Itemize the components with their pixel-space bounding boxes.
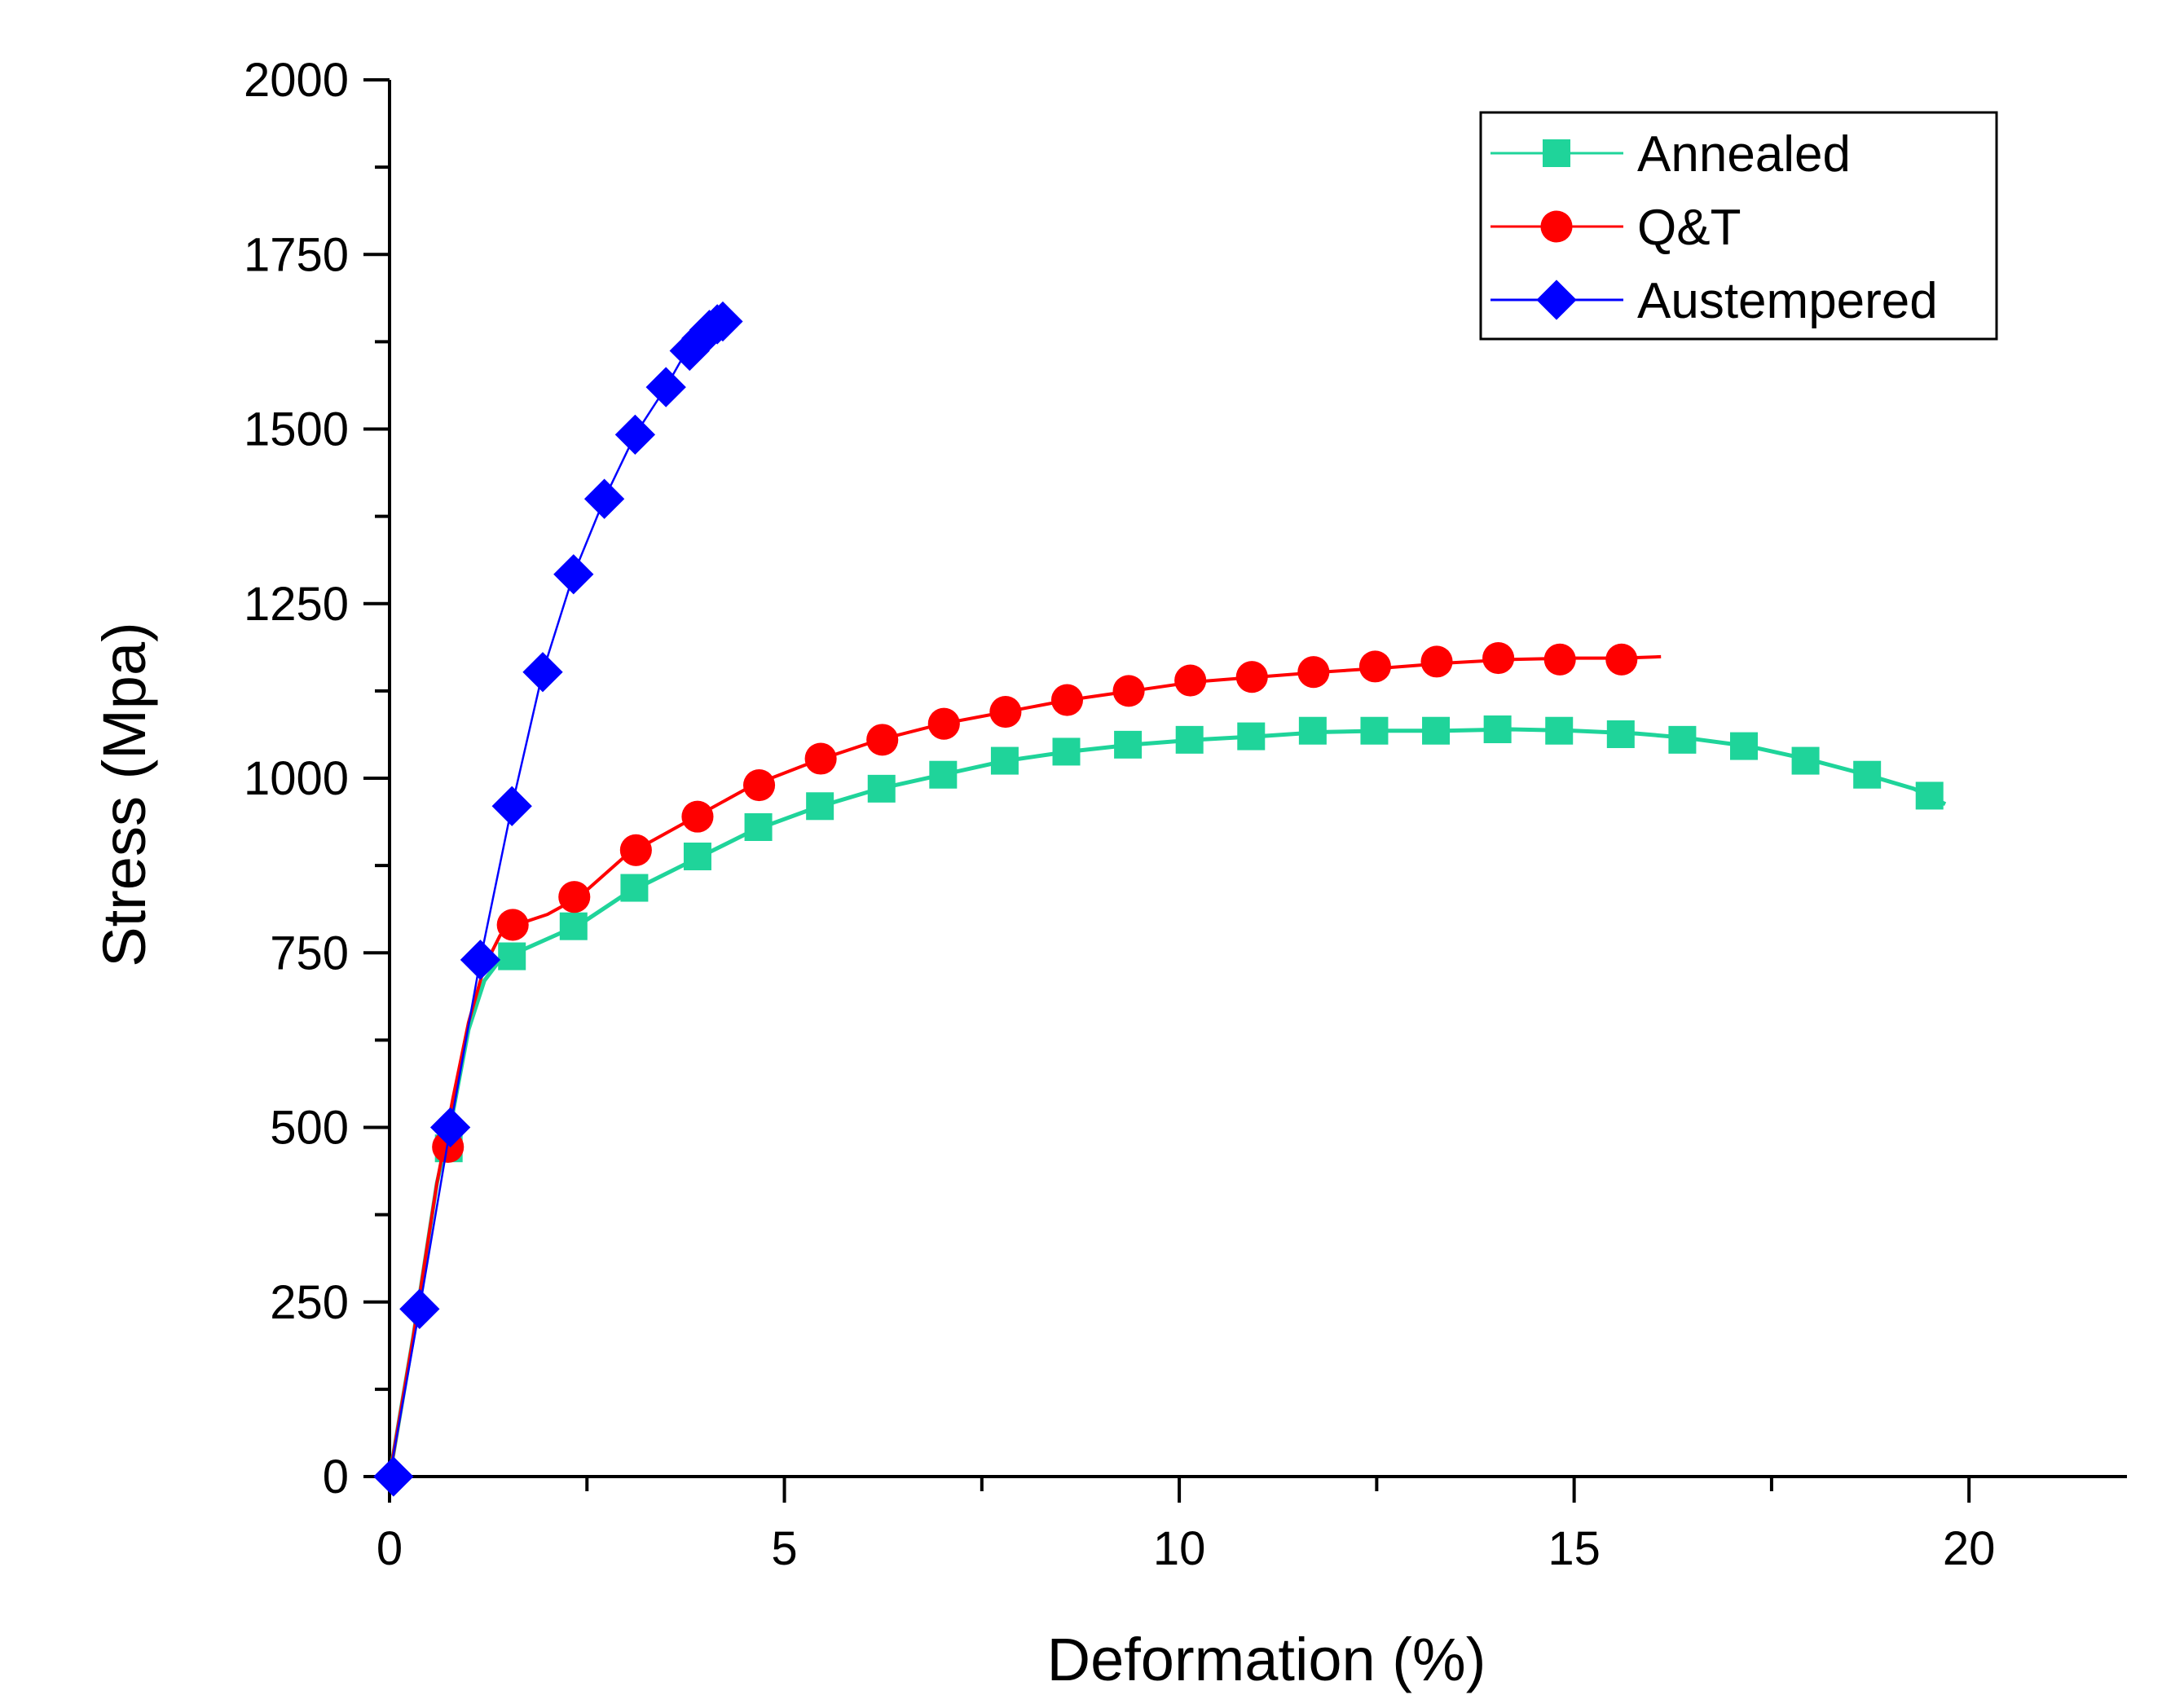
data-point-annealed [559,912,588,940]
data-point-q-t [1482,642,1515,675]
data-point-annealed [1606,720,1635,749]
data-point-annealed [1483,715,1512,744]
ticks-group: 0 250 500 750 1000 1250 1500 1750 2000 0 5 10 15 20 [244,54,1995,1575]
series-line-q-t [388,654,1662,1477]
data-point-annealed [990,746,1019,775]
series-layer [373,301,1947,1497]
data-point-q-t [558,881,591,913]
data-point-q-t [804,742,837,775]
data-point-annealed [498,942,526,971]
y-tick-label: 1750 [244,228,349,281]
data-point-austempered [614,414,656,456]
series-q-t [388,642,1662,1477]
data-point-annealed [1545,716,1574,745]
data-point-annealed [806,792,834,821]
data-point-austempered [460,940,501,980]
data-point-annealed [1915,781,1944,810]
data-point-austempered [702,301,743,342]
x-tick-label: 10 [1153,1522,1206,1575]
data-point-annealed [1175,725,1204,754]
legend-entry-q-t: Q&T [1490,200,1741,256]
data-point-q-t [1358,650,1391,683]
data-point-q-t [1235,661,1268,693]
x-tick-label: 20 [1943,1522,1996,1575]
data-point-austempered [429,1107,471,1148]
legend-label-annealed: Annealed [1637,126,1851,183]
data-point-austempered [399,1288,440,1329]
data-point-q-t [927,707,960,740]
x-axis-title: Deformation (%) [1047,1626,1486,1693]
y-tick-label: 1500 [244,403,349,456]
series-line-austempered [388,322,722,1477]
data-point-austempered [553,554,594,595]
data-point-austempered [522,652,563,693]
data-point-q-t [1543,643,1576,676]
series-annealed [387,715,1947,1477]
legend: Annealed Q&T Austempered [1479,111,1998,341]
data-point-q-t [1420,645,1453,678]
data-point-annealed [1668,725,1697,754]
x-tick-label: 5 [771,1522,797,1575]
data-point-annealed [1298,716,1327,745]
data-point-q-t [681,800,714,833]
legend-marker-annealed [1543,139,1570,167]
y-tick-label: 500 [270,1102,349,1155]
x-tick-label: 15 [1548,1522,1601,1575]
data-point-q-t [989,696,1022,729]
y-tick-label: 750 [270,927,349,979]
y-tick-label: 0 [323,1450,349,1503]
data-point-annealed [620,874,649,902]
data-point-annealed [1237,722,1266,751]
legend-entry-annealed: Annealed [1490,126,1851,183]
data-point-annealed [744,812,773,841]
data-point-q-t [1174,664,1207,697]
data-point-annealed [929,760,958,789]
data-point-annealed [1791,746,1820,775]
x-tick-label: 0 [376,1522,403,1575]
data-point-austempered [669,330,710,372]
data-point-annealed [867,774,896,803]
data-point-q-t [1050,684,1084,716]
data-point-q-t [496,909,529,941]
data-point-annealed [1052,737,1081,766]
y-tick-label: 2000 [244,54,349,107]
data-point-austempered [491,786,532,826]
data-point-annealed [1853,760,1882,789]
data-point-austempered [373,1456,414,1497]
series-austempered [373,301,743,1497]
data-point-annealed [1729,732,1758,760]
legend-marker-austempered [1536,280,1577,320]
y-tick-label: 1250 [244,578,349,631]
data-point-austempered [583,478,625,519]
data-point-q-t [1112,675,1145,707]
data-point-q-t [1605,643,1638,676]
data-point-annealed [1114,730,1143,759]
y-axis-title: Stress (Mpa) [90,622,158,967]
y-tick-label: 250 [270,1276,349,1329]
data-point-annealed [1360,716,1389,745]
data-point-q-t [742,769,776,802]
data-point-q-t [866,724,899,756]
legend-marker-q-t [1540,210,1573,243]
data-point-austempered [645,367,686,407]
data-point-q-t [619,834,652,866]
legend-label-austempered: Austempered [1637,273,1938,329]
data-point-annealed [1422,716,1451,745]
data-point-annealed [683,842,711,870]
data-point-q-t [1297,656,1330,689]
legend-entry-austempered: Austempered [1490,273,1938,329]
legend-label-q-t: Q&T [1637,200,1741,256]
y-tick-label: 1000 [244,752,349,805]
